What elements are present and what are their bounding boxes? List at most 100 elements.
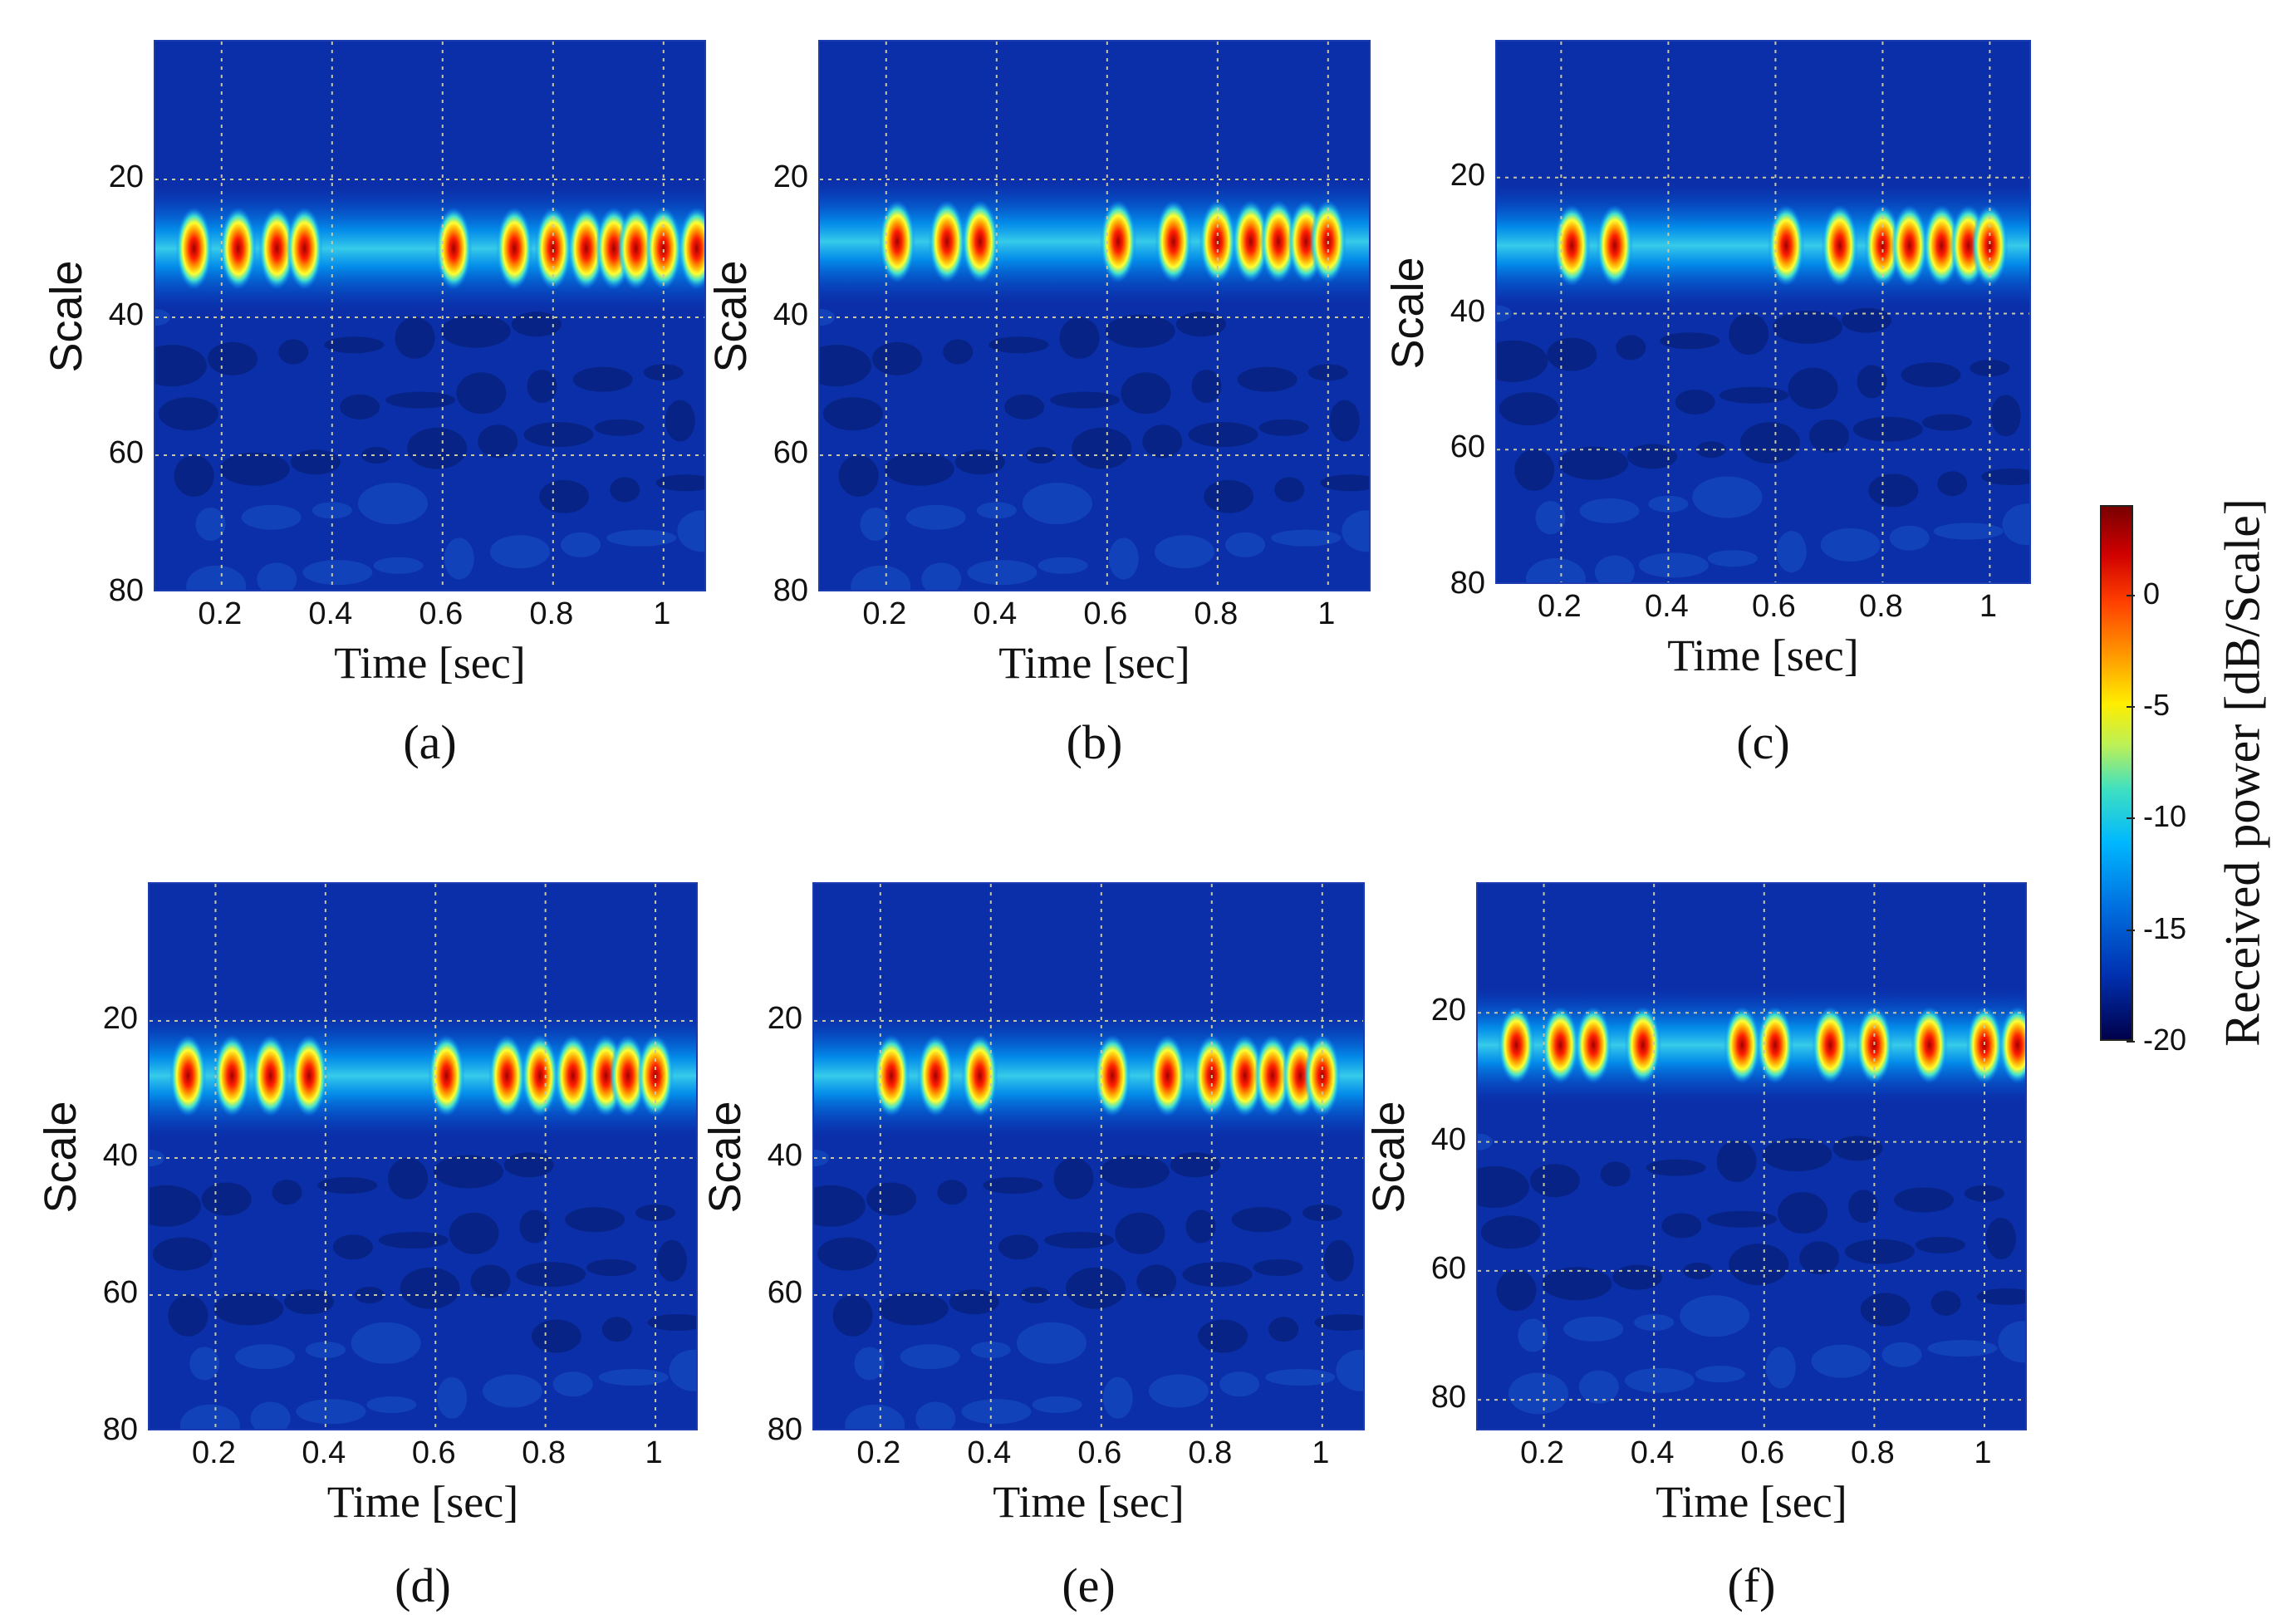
texture-blob (1660, 332, 1720, 350)
power-hotspot (928, 199, 965, 283)
texture-blob (257, 562, 297, 590)
colorbar-tick-label: 0 (2143, 576, 2161, 611)
x-tick-label: 0.2 (856, 1435, 901, 1470)
power-hotspot (879, 199, 916, 283)
texture-blob (822, 397, 883, 431)
power-hotspot (175, 207, 213, 290)
texture-blob (1066, 1267, 1126, 1309)
texture-blob (388, 1157, 429, 1200)
y-tick-label: 20 (1430, 993, 1466, 1028)
texture-blob (296, 1399, 366, 1425)
texture-blob (1832, 1136, 1883, 1161)
texture-blob (1547, 337, 1597, 371)
texture-blob (272, 1180, 302, 1205)
texture-blob (1695, 1366, 1745, 1383)
colorbar-tick-mark (2127, 817, 2135, 820)
texture-blob (241, 504, 302, 530)
texture-blob (1981, 469, 2029, 485)
y-tick-label: 40 (773, 297, 808, 332)
texture-blob (1188, 422, 1258, 448)
x-tick-label: 0.6 (1077, 1435, 1122, 1470)
x-tick-label: 0.8 (1194, 596, 1239, 631)
texture-blob (1148, 1374, 1209, 1408)
texture-blob (866, 1182, 917, 1216)
texture-blob (470, 1264, 511, 1298)
y-tick-label: 80 (773, 573, 808, 608)
texture-blob (1998, 1321, 2025, 1363)
x-tick-label: 0.8 (1858, 589, 1903, 624)
power-hotspot (1812, 1006, 1849, 1084)
background (814, 884, 1363, 1429)
texture-blob (155, 345, 207, 387)
texture-blob (1881, 1342, 1922, 1367)
texture-blob (838, 454, 879, 497)
texture-blob (1937, 471, 1968, 497)
power-hotspot (961, 1034, 998, 1117)
y-tick-label: 80 (1430, 1380, 1466, 1415)
texture-blob (1927, 1340, 1998, 1357)
texture-blob (552, 1371, 593, 1397)
texture-blob (1497, 305, 1512, 322)
power-hotspot (522, 1034, 559, 1117)
texture-blob (523, 422, 594, 448)
texture-blob (1265, 1369, 1336, 1386)
x-axis-label: Time [sec] (326, 1477, 519, 1527)
texture-blob (1933, 523, 2004, 540)
texture-blob (967, 560, 1038, 586)
texture-blob (1072, 427, 1132, 469)
texture-blob (1765, 1347, 1796, 1389)
texture-blob (354, 1287, 385, 1303)
texture-blob (1053, 1157, 1094, 1200)
power-hotspot (1149, 1034, 1186, 1117)
texture-blob (235, 1344, 296, 1370)
texture-blob (1231, 1207, 1292, 1233)
texture-blob (1329, 400, 1360, 442)
texture-blob (456, 372, 507, 415)
x-axis-label: Time [sec] (998, 638, 1190, 688)
texture-blob (1762, 1138, 1832, 1172)
power-hotspot (534, 207, 572, 290)
texture-blob (1683, 1262, 1714, 1279)
texture-blob (189, 1347, 220, 1381)
scalogram-plot (1476, 882, 2027, 1430)
background (1497, 42, 2029, 582)
texture-blob (1638, 552, 1709, 578)
texture-blob (283, 1289, 334, 1315)
texture-blob (1204, 479, 1254, 513)
power-hotspot (496, 207, 533, 290)
texture-blob (174, 454, 214, 497)
panel-caption: (c) (1736, 715, 1790, 769)
texture-blob (820, 309, 835, 326)
y-tick-label: 80 (102, 1412, 138, 1447)
y-tick-label: 80 (767, 1412, 802, 1447)
texture-blob (1646, 1159, 1706, 1176)
texture-blob (1102, 1376, 1133, 1419)
power-hotspot (252, 1034, 289, 1117)
texture-blob (1154, 535, 1214, 569)
texture-blob (361, 447, 391, 464)
texture-blob (1716, 1140, 1757, 1182)
power-hotspot (645, 207, 682, 290)
texture-blob (312, 502, 352, 519)
texture-blob (1022, 483, 1092, 525)
power-hotspot (1965, 1006, 2003, 1084)
texture-blob (1976, 1288, 2025, 1305)
texture-blob (561, 532, 601, 557)
texture-blob (1696, 441, 1726, 459)
panel-caption: (f) (1727, 1558, 1776, 1612)
x-axis-label: Time [sec] (993, 1477, 1185, 1527)
scalogram-svg (155, 42, 704, 590)
power-hotspot (1821, 204, 1858, 287)
power-hotspot (1911, 1006, 1948, 1084)
texture-blob (1894, 1187, 1955, 1213)
texture-blob (1680, 1295, 1750, 1337)
texture-blob (1648, 495, 1689, 513)
texture-blob (1692, 476, 1763, 518)
power-hotspot (213, 1034, 251, 1117)
texture-blob (814, 1185, 866, 1227)
texture-blob (1478, 1133, 1493, 1151)
texture-blob (655, 474, 704, 492)
texture-blob (961, 1399, 1032, 1425)
power-hotspot (290, 1034, 327, 1117)
texture-blob (213, 1292, 284, 1326)
